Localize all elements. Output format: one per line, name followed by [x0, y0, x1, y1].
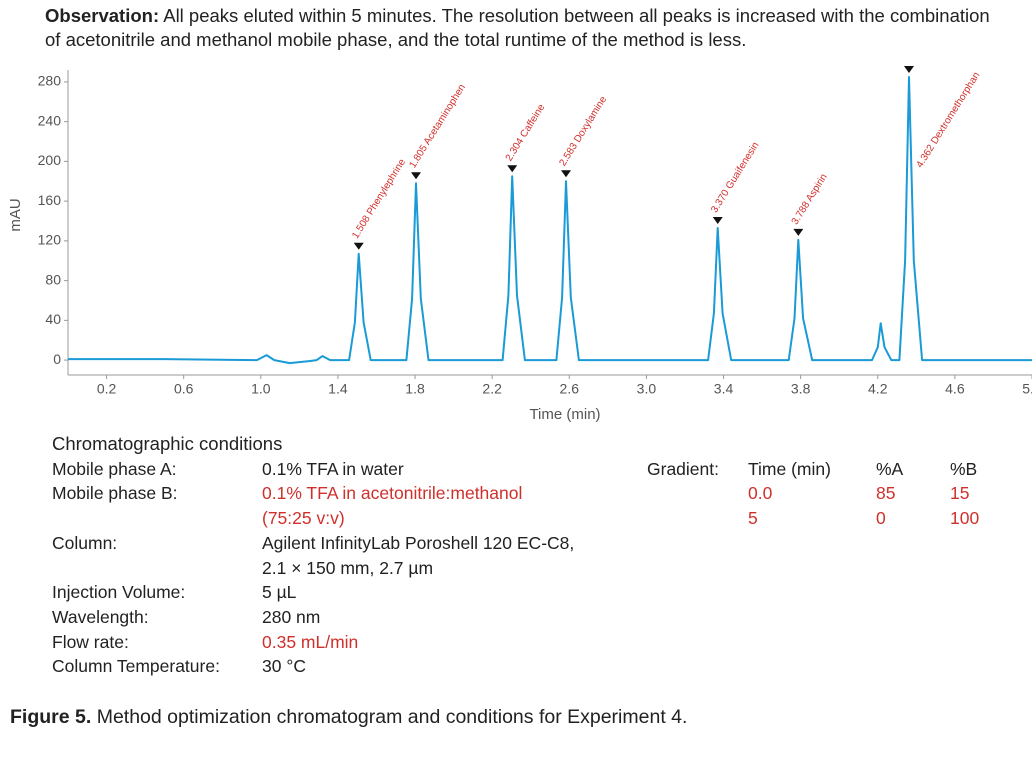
- condition-label: Column:: [52, 532, 118, 553]
- gradient-header: Time (min): [748, 458, 831, 479]
- x-tick-label: 4.2: [868, 381, 888, 397]
- peak-label: 4.362 Dextromethorphan: [914, 70, 982, 170]
- condition-value: 0.35 mL/min: [262, 631, 359, 652]
- peak-marker: [561, 170, 572, 178]
- x-tick-label: 1.8: [405, 381, 425, 397]
- condition-value: 0.1% TFA in acetonitrile:methanol: [262, 483, 523, 504]
- y-tick-label: 200: [38, 152, 62, 168]
- caption-label: Figure 5.: [10, 706, 92, 728]
- y-axis-label: mAU: [7, 198, 24, 231]
- observation-label: Observation:: [45, 5, 160, 26]
- peak-marker: [712, 216, 723, 224]
- peak-marker: [903, 65, 914, 73]
- peak-label: 2.304 Caffeine: [504, 102, 548, 163]
- x-axis-label: Time (min): [529, 406, 600, 423]
- condition-label: Column Temperature:: [52, 656, 220, 677]
- condition-label: Mobile phase B:: [52, 483, 178, 504]
- condition-value: 5 µL: [262, 582, 297, 603]
- chromatogram: 0 40 80 120 160 200 240 280 0.2 0.6 1.0 1.4 1.8 2.2 2.…: [7, 65, 1032, 423]
- gradient-cell: 15: [950, 483, 970, 504]
- peak-label: 1.805 Acetaminophen: [407, 82, 468, 170]
- x-tick-label: 2.2: [482, 381, 502, 397]
- gradient-label: Gradient:: [647, 458, 719, 479]
- condition-value: Agilent InfinityLab Poroshell 120 EC-C8,: [262, 532, 575, 553]
- x-tick-label: 3.8: [791, 381, 811, 397]
- peak-label: 1.508 Phenylephrine: [350, 157, 408, 241]
- gradient-cell: 85: [876, 483, 896, 504]
- observation: Observation: All peaks eluted within 5 m…: [45, 4, 995, 52]
- conditions-title: Chromatographic conditions: [52, 433, 283, 454]
- condition-value: 0.1% TFA in water: [262, 458, 404, 479]
- x-tick-label: 0.2: [97, 381, 117, 397]
- x-tick-label: 3.4: [714, 381, 734, 397]
- condition-label: Mobile phase A:: [52, 458, 177, 479]
- caption-text: Method optimization chromatogram and con…: [96, 706, 688, 728]
- caption: Figure 5. Method optimization chromatogr…: [10, 706, 687, 729]
- condition-label: Injection Volume:: [52, 582, 186, 603]
- y-tick-label: 0: [53, 351, 61, 367]
- condition-value: 2.1 × 150 mm, 2.7 µm: [262, 557, 434, 578]
- x-tick-label: 4.6: [945, 381, 965, 397]
- peak-label: 2.583 Doxylamine: [557, 94, 609, 168]
- gradient-header: %A: [876, 458, 904, 479]
- condition-value: 30 °C: [262, 656, 306, 677]
- x-tick-label: 5.0: [1022, 381, 1032, 397]
- y-tick-label: 160: [38, 192, 62, 208]
- peak-label: 3.788 Aspirin: [790, 172, 830, 227]
- peak-marker: [507, 165, 518, 173]
- condition-label: Wavelength:: [52, 606, 149, 627]
- peak-marker: [353, 242, 364, 250]
- peak-marker: [793, 228, 804, 236]
- condition-label: Flow rate:: [52, 631, 129, 652]
- gradient-cell: 5: [748, 508, 758, 529]
- gradient-header: %B: [950, 458, 978, 479]
- gradient-cell: 100: [950, 508, 980, 529]
- y-tick-label: 280: [38, 73, 62, 89]
- peak-marker: [411, 172, 422, 180]
- x-tick-label: 1.4: [328, 381, 348, 397]
- observation-text: All peaks eluted within 5 minutes. The r…: [45, 5, 990, 50]
- y-tick-label: 80: [45, 271, 61, 287]
- condition-value: 280 nm: [262, 606, 321, 627]
- gradient-cell: 0.0: [748, 483, 773, 504]
- peak-label: 3.370 Guaifenesin: [709, 140, 761, 215]
- y-tick-label: 240: [38, 112, 62, 128]
- x-tick-label: 1.0: [251, 381, 271, 397]
- trace: [68, 76, 1032, 365]
- y-tick-label: 120: [38, 232, 62, 248]
- x-tick-label: 3.0: [637, 381, 657, 397]
- x-tick-label: 0.6: [174, 381, 194, 397]
- gradient-cell: 0: [876, 508, 886, 529]
- y-tick-label: 40: [45, 311, 61, 327]
- condition-value: (75:25 v:v): [262, 508, 345, 529]
- x-tick-label: 2.6: [560, 381, 580, 397]
